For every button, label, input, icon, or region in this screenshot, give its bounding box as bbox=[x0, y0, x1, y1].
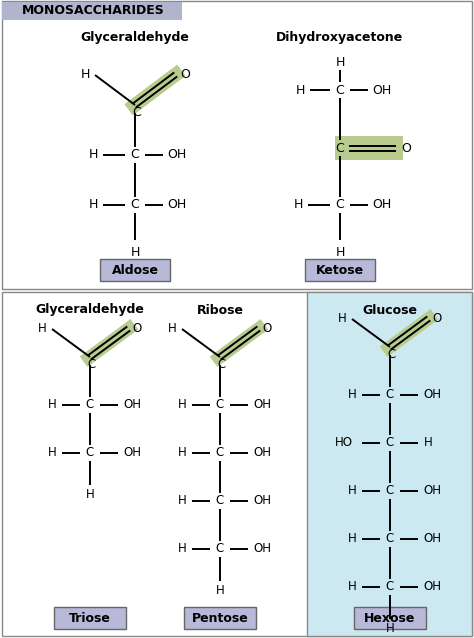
Text: O: O bbox=[263, 322, 272, 336]
Text: H: H bbox=[47, 399, 56, 412]
Text: OH: OH bbox=[123, 447, 141, 459]
Text: H: H bbox=[335, 56, 345, 68]
Text: H: H bbox=[178, 542, 186, 556]
Text: C: C bbox=[131, 198, 139, 212]
Text: OH: OH bbox=[423, 389, 441, 401]
Text: C: C bbox=[386, 484, 394, 498]
Text: C: C bbox=[86, 399, 94, 412]
Bar bbox=[2, 292, 472, 636]
Text: H: H bbox=[337, 313, 346, 325]
Text: O: O bbox=[432, 313, 442, 325]
Text: OH: OH bbox=[253, 399, 271, 412]
Text: Triose: Triose bbox=[69, 611, 111, 625]
Text: Ribose: Ribose bbox=[197, 304, 244, 316]
Text: C: C bbox=[216, 494, 224, 507]
Text: C: C bbox=[218, 357, 226, 371]
Text: C: C bbox=[336, 198, 345, 212]
Text: H: H bbox=[130, 246, 140, 258]
Text: H: H bbox=[347, 533, 356, 545]
Text: Glucose: Glucose bbox=[363, 304, 418, 316]
Text: OH: OH bbox=[423, 581, 441, 593]
Text: H: H bbox=[424, 436, 432, 450]
Text: H: H bbox=[347, 484, 356, 498]
Text: H: H bbox=[178, 447, 186, 459]
Text: C: C bbox=[336, 142, 345, 154]
Text: H: H bbox=[88, 149, 98, 161]
Polygon shape bbox=[380, 309, 438, 357]
Polygon shape bbox=[124, 64, 186, 115]
Text: H: H bbox=[86, 489, 94, 501]
Text: Dihydroxyacetone: Dihydroxyacetone bbox=[276, 31, 404, 45]
Bar bbox=[100, 259, 170, 281]
Text: OH: OH bbox=[167, 149, 187, 161]
Text: H: H bbox=[80, 68, 90, 82]
Text: Glyceraldehyde: Glyceraldehyde bbox=[81, 31, 190, 45]
Text: C: C bbox=[386, 581, 394, 593]
Bar bbox=[335, 136, 403, 160]
Text: MONOSACCHARIDES: MONOSACCHARIDES bbox=[22, 4, 164, 17]
Text: O: O bbox=[180, 68, 190, 82]
Bar bbox=[2, 2, 182, 20]
Text: OH: OH bbox=[253, 542, 271, 556]
Bar bbox=[305, 259, 375, 281]
Text: C: C bbox=[388, 348, 396, 360]
Text: OH: OH bbox=[123, 399, 141, 412]
Text: Ketose: Ketose bbox=[316, 263, 364, 276]
Text: H: H bbox=[216, 584, 224, 598]
Text: H: H bbox=[47, 447, 56, 459]
Text: H: H bbox=[347, 581, 356, 593]
Text: H: H bbox=[335, 246, 345, 258]
Text: O: O bbox=[401, 142, 411, 154]
Text: H: H bbox=[386, 623, 394, 635]
Text: C: C bbox=[216, 542, 224, 556]
Text: O: O bbox=[132, 322, 142, 336]
Text: C: C bbox=[386, 389, 394, 401]
Bar bbox=[184, 607, 256, 629]
Text: H: H bbox=[37, 322, 46, 336]
Text: OH: OH bbox=[167, 198, 187, 212]
Text: OH: OH bbox=[253, 447, 271, 459]
Text: OH: OH bbox=[373, 84, 392, 96]
Text: C: C bbox=[216, 399, 224, 412]
Text: OH: OH bbox=[253, 494, 271, 507]
Text: OH: OH bbox=[423, 484, 441, 498]
Text: C: C bbox=[336, 84, 345, 96]
Text: OH: OH bbox=[423, 533, 441, 545]
Bar bbox=[2, 1, 472, 289]
Text: C: C bbox=[86, 447, 94, 459]
Text: H: H bbox=[293, 198, 303, 212]
Text: C: C bbox=[216, 447, 224, 459]
Text: H: H bbox=[347, 389, 356, 401]
Bar bbox=[354, 607, 426, 629]
Text: H: H bbox=[168, 322, 176, 336]
Text: C: C bbox=[386, 436, 394, 450]
Text: C: C bbox=[386, 533, 394, 545]
Text: H: H bbox=[178, 494, 186, 507]
Text: HO: HO bbox=[335, 436, 353, 450]
Polygon shape bbox=[80, 319, 138, 367]
Text: Hexose: Hexose bbox=[365, 611, 416, 625]
Bar bbox=[307, 292, 472, 636]
Text: C: C bbox=[133, 107, 141, 119]
Text: H: H bbox=[88, 198, 98, 212]
Text: H: H bbox=[295, 84, 305, 96]
Bar bbox=[54, 607, 126, 629]
Text: H: H bbox=[178, 399, 186, 412]
Text: Aldose: Aldose bbox=[111, 263, 158, 276]
Text: Pentose: Pentose bbox=[191, 611, 248, 625]
Text: C: C bbox=[131, 149, 139, 161]
Polygon shape bbox=[210, 319, 268, 367]
Text: Glyceraldehyde: Glyceraldehyde bbox=[36, 304, 145, 316]
Text: OH: OH bbox=[373, 198, 392, 212]
Text: C: C bbox=[88, 357, 96, 371]
